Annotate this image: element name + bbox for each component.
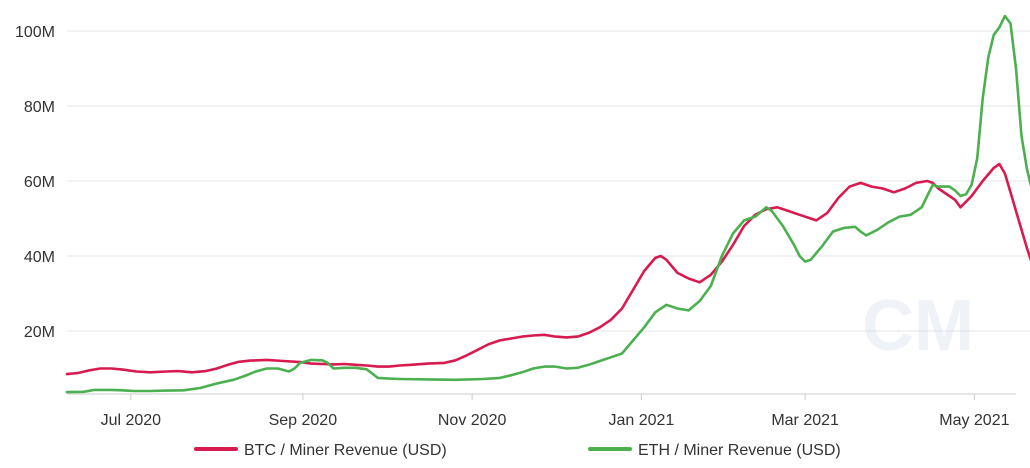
- y-tick-label: 60M: [24, 174, 55, 191]
- y-axis: 20M 40M 60M 80M 100M: [15, 24, 55, 341]
- cm-watermark-logo: CM: [862, 286, 974, 366]
- grid-lines: [67, 30, 1030, 332]
- y-tick-label: 20M: [24, 324, 55, 341]
- x-axis: Jul 2020 Sep 2020 Nov 2020 Jan 2021 Mar 2021…: [101, 394, 1010, 429]
- y-tick-label: 40M: [24, 249, 55, 266]
- legend-item-eth[interactable]: ETH / Miner Revenue (USD): [588, 442, 841, 459]
- legend-label: BTC / Miner Revenue (USD): [244, 442, 447, 459]
- x-tick-label: Sep 2020: [269, 412, 338, 429]
- x-tick-label: Mar 2021: [771, 412, 839, 429]
- series-line-btc[interactable]: [65, 162, 1030, 376]
- watermark-text: CM: [862, 286, 974, 366]
- x-tick-label: Jan 2021: [608, 412, 674, 429]
- x-tick-label: May 2021: [939, 412, 1009, 429]
- legend-item-btc[interactable]: BTC / Miner Revenue (USD): [194, 442, 447, 459]
- y-tick-label: 80M: [24, 99, 55, 116]
- legend-label: ETH / Miner Revenue (USD): [638, 442, 841, 459]
- y-tick-label: 100M: [15, 24, 55, 41]
- series-lines: [65, 14, 1030, 394]
- x-tick-label: Nov 2020: [438, 412, 507, 429]
- x-tick-label: Jul 2020: [101, 412, 162, 429]
- legend[interactable]: BTC / Miner Revenue (USD) ETH / Miner Rev…: [194, 442, 841, 459]
- series-line-eth[interactable]: [65, 14, 1030, 394]
